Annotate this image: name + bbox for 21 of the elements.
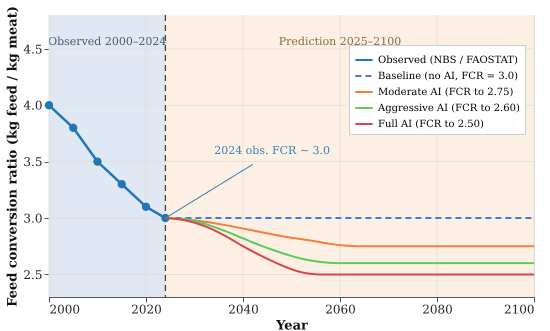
legend-label: Baseline (no AI, FCR = 3.0): [378, 71, 518, 82]
y-tick-label: 3.0: [23, 212, 42, 226]
x-axis-title: Year: [275, 318, 308, 331]
legend-label: Moderate AI (FCR to 2.75): [378, 87, 514, 98]
y-tick-label: 4.0: [23, 98, 42, 113]
x-tick-label: 2000: [50, 302, 80, 316]
annotation: 2024 obs. FCR ~ 3.0: [214, 144, 330, 157]
y-axis-title: Feed conversion ratio (kg feed / kg meat): [5, 6, 20, 307]
x-tick-label: 2020: [131, 302, 162, 316]
band-label: Observed 2000–2024: [48, 35, 166, 48]
band-label: Prediction 2025–2100: [278, 35, 402, 48]
x-tick-label: 2100: [504, 302, 534, 316]
legend-label: Full AI (FCR to 2.50): [378, 119, 484, 130]
x-tick-label: 2060: [325, 302, 356, 316]
legend-label: Observed (NBS / FAOSTAT): [378, 55, 518, 66]
legend-label: Aggressive AI (FCR to 2.60): [377, 103, 520, 114]
x-tick-label: 2080: [422, 302, 453, 316]
x-tick-label: 2040: [228, 302, 259, 316]
y-tick-label: 2.5: [23, 268, 42, 282]
y-tick-label: 3.5: [23, 155, 42, 170]
y-tick-label: 4.5: [23, 42, 42, 56]
